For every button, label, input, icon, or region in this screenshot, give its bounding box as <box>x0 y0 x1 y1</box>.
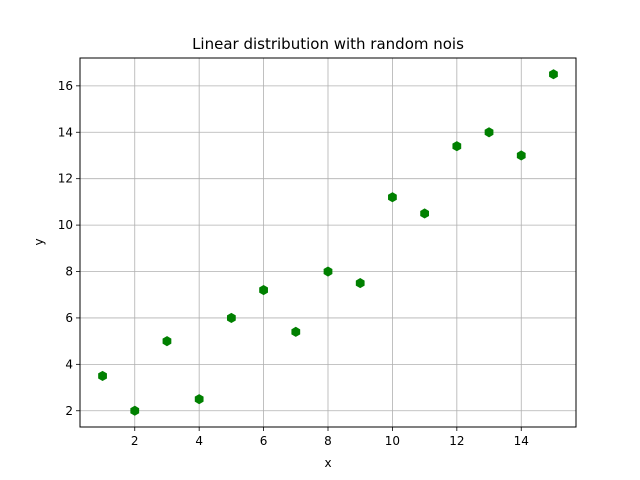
data-point <box>226 312 236 323</box>
x-tick-label: 4 <box>195 434 203 448</box>
y-tick-label: 12 <box>58 172 73 186</box>
data-point <box>291 326 301 337</box>
data-point <box>388 192 397 203</box>
y-tick-label: 4 <box>65 357 73 371</box>
y-tick-label: 8 <box>65 265 73 279</box>
y-tick-label: 6 <box>65 311 73 325</box>
data-point <box>549 69 558 80</box>
data-point <box>452 141 462 152</box>
y-tick-label: 14 <box>58 125 73 139</box>
data-point <box>323 266 333 277</box>
data-point <box>516 150 526 161</box>
x-tick-label: 8 <box>324 434 332 448</box>
y-axis-label: y <box>32 238 46 245</box>
y-tick-label: 2 <box>65 404 73 418</box>
y-tick-label: 10 <box>58 218 73 232</box>
data-points <box>98 69 558 416</box>
data-point <box>484 127 494 138</box>
x-tick-label: 12 <box>449 434 464 448</box>
x-tick-label: 6 <box>260 434 268 448</box>
data-point <box>259 285 268 296</box>
data-point <box>98 370 107 382</box>
x-tick-label: 2 <box>131 434 139 448</box>
x-tick-label: 14 <box>514 434 529 448</box>
data-point <box>130 405 140 416</box>
data-point <box>162 336 172 347</box>
y-tick-label: 16 <box>58 79 73 93</box>
data-point <box>355 278 365 289</box>
x-tick-label: 10 <box>385 434 400 448</box>
data-point <box>194 394 204 405</box>
axis-ticks: 2 4 6 8 10 12 14 2 4 6 8 10 12 14 16 <box>58 79 529 448</box>
chart-title: Linear distribution with random nois <box>192 35 464 53</box>
data-point <box>420 208 430 219</box>
x-axis-label: x <box>324 456 331 470</box>
